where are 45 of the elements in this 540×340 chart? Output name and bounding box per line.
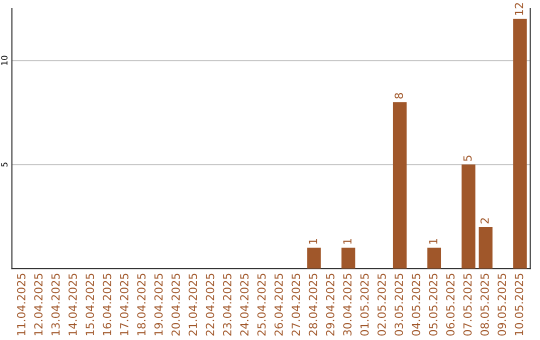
x-tick-label: 01.05.2025	[360, 274, 369, 336]
bar	[462, 164, 476, 269]
x-tick-label: 23.04.2025	[222, 274, 232, 336]
x-tick-label: 26.04.2025	[274, 274, 283, 336]
data-label: 1	[429, 238, 438, 244]
x-tick-label: 15.04.2025	[86, 274, 94, 336]
x-tick-label: 09.05.2025	[498, 274, 506, 336]
data-label: 1	[308, 238, 318, 244]
x-tick-label: 21.04.2025	[188, 274, 198, 336]
x-tick-label: 08.05.2025	[480, 274, 489, 336]
x-tick-label: 25.04.2025	[257, 274, 266, 336]
data-label: 1	[343, 238, 352, 244]
x-tick-label: 13.04.2025	[51, 274, 60, 336]
bar	[427, 248, 442, 269]
x-tick-label: 28.04.2025	[308, 274, 318, 336]
bar	[392, 102, 407, 269]
data-label: 2	[480, 218, 489, 224]
x-tick-label: 27.04.2025	[292, 274, 300, 336]
data-label: 8	[394, 93, 404, 99]
x-tick-label: 11.04.2025	[17, 274, 26, 336]
x-tick-label: 30.04.2025	[343, 274, 352, 336]
data-label: 5	[463, 156, 472, 161]
x-tick-label: 17.04.2025	[120, 274, 128, 336]
x-tick-label: 04.05.2025	[412, 274, 420, 336]
x-tick-label: 02.05.2025	[377, 274, 386, 336]
x-tick-label: 10.05.2025	[514, 274, 524, 336]
x-tick-label: 16.04.2025	[102, 274, 112, 336]
bar	[307, 248, 321, 269]
x-tick-label: 29.04.2025	[326, 274, 334, 336]
x-tick-label: 20.04.2025	[171, 274, 180, 336]
x-tick-label: 12.04.2025	[34, 274, 43, 336]
x-tick-label: 06.05.2025	[446, 274, 455, 336]
x-tick-label: 18.04.2025	[137, 274, 146, 336]
y-tick-label: 10	[1, 56, 8, 65]
x-tick-label: 03.05.2025	[394, 274, 404, 336]
bar	[478, 226, 493, 269]
x-tick-label: 05.05.2025	[428, 274, 438, 336]
x-tick-label: 22.04.2025	[206, 274, 214, 336]
x-tick-label: 24.04.2025	[240, 274, 249, 336]
x-tick-label: 19.04.2025	[154, 274, 163, 336]
bar	[513, 18, 527, 269]
data-label: 12	[514, 3, 524, 15]
x-tick-label: 07.05.2025	[463, 274, 472, 336]
x-tick-label: 14.04.2025	[68, 274, 77, 336]
bar	[341, 248, 356, 269]
